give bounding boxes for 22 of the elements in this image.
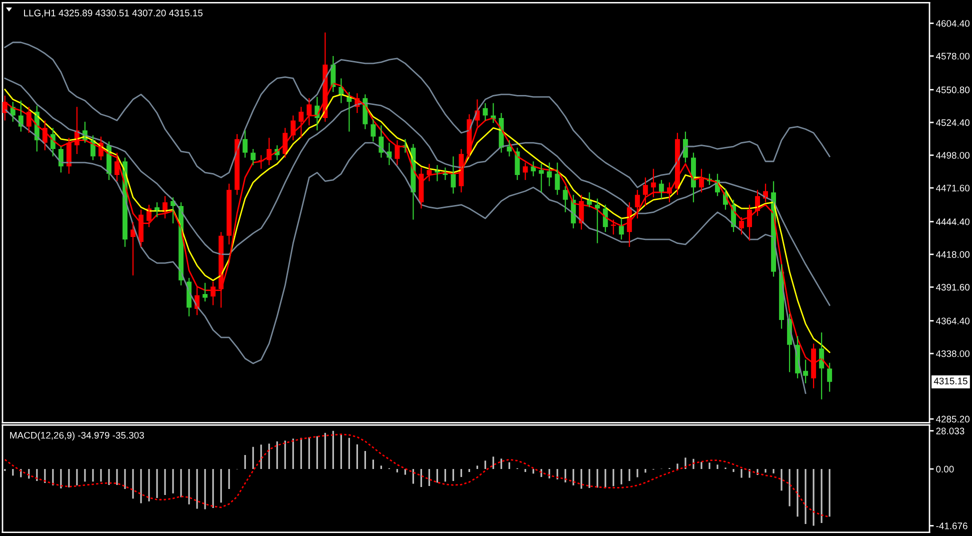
line-series xyxy=(4,78,830,306)
y-tick-label: 4498.00 xyxy=(936,152,970,159)
y-tick-label: 4444.40 xyxy=(936,218,970,226)
y-tick-label: 4391.60 xyxy=(936,284,970,291)
text: MACD(12,26,9) -34.979 -35.303 xyxy=(10,432,144,441)
y-tick-label: 4471.60 xyxy=(936,184,970,192)
y-tick-label: 4285.20 xyxy=(936,416,970,422)
y-tick-label: 4604.40 xyxy=(936,20,970,27)
text: 4315.15 xyxy=(934,378,968,384)
y-tick-label: 4524.40 xyxy=(936,119,970,126)
y-tick-label: -41.676 xyxy=(936,522,968,530)
line-series xyxy=(4,434,830,518)
candlestick xyxy=(610,219,616,236)
y-tick-label: 4578.00 xyxy=(936,52,970,60)
y-tick-label: 4550.80 xyxy=(936,86,970,94)
text: LLG,H1 4325.89 4330.51 4307.20 4315.15 xyxy=(24,10,203,18)
y-tick-label: 28.033 xyxy=(936,428,964,434)
y-tick-label: 0.00 xyxy=(936,466,954,472)
y-tick-label: 4418.00 xyxy=(936,251,970,258)
y-tick-label: 4364.40 xyxy=(936,318,970,324)
line-series xyxy=(4,42,830,188)
y-tick-label: 4338.00 xyxy=(936,350,970,358)
